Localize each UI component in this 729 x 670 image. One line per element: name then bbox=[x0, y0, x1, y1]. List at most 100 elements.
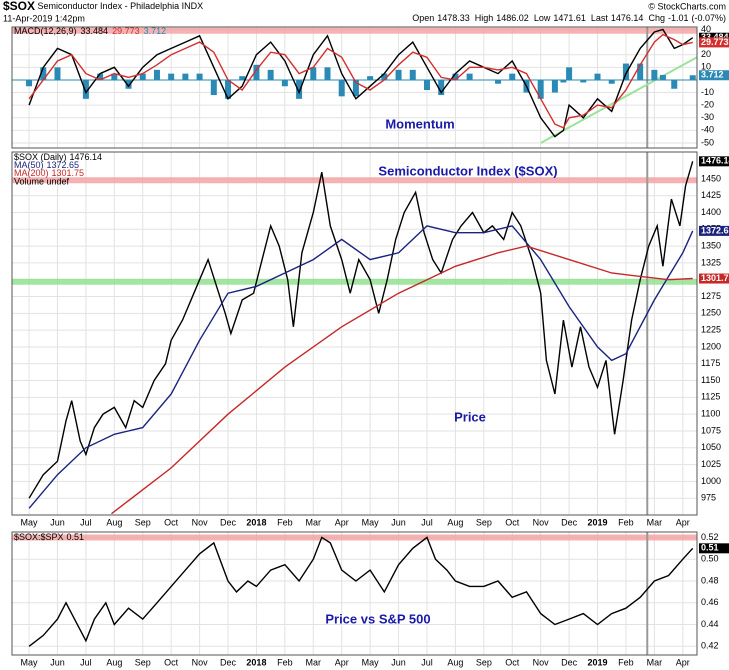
legend-name: $SOX:$SPX bbox=[14, 532, 64, 542]
histogram-bar bbox=[97, 73, 104, 80]
series-line bbox=[28, 161, 694, 499]
legend-value: 33.484 bbox=[81, 26, 109, 36]
last-value-box bbox=[699, 273, 729, 284]
copyright: © StockCharts.com bbox=[648, 1, 726, 11]
x-tick-label: Apr bbox=[676, 657, 690, 667]
legend-entry: MA(200) 1301.75 bbox=[14, 168, 84, 178]
histogram-bar bbox=[225, 79, 232, 99]
last-value-box bbox=[699, 37, 729, 48]
panel bbox=[12, 532, 697, 655]
y-tick-label: -20 bbox=[701, 100, 714, 110]
histogram-bar bbox=[381, 73, 388, 80]
panel-border bbox=[11, 531, 698, 656]
y-tick-label: 1125 bbox=[701, 392, 720, 402]
legend-extra: Volume undef bbox=[14, 176, 70, 186]
series-line bbox=[111, 245, 693, 515]
x-tick-label: May bbox=[362, 657, 380, 667]
histogram-bar bbox=[26, 79, 33, 87]
y-tick-label: 1000 bbox=[701, 476, 721, 486]
series-line bbox=[28, 225, 694, 509]
annotation: Momentum bbox=[385, 116, 454, 131]
y-tick-label: 1075 bbox=[701, 425, 721, 435]
legend-value: 3.712 bbox=[144, 26, 167, 36]
x-tick-label: Oct bbox=[164, 517, 179, 527]
quote: Open 1478.33 High 1486.02 Low 1471.61 Last 1476… bbox=[412, 13, 726, 23]
histogram-bar bbox=[239, 76, 246, 80]
header: $SOX Semiconductor Index - Philadelphia … bbox=[3, 0, 203, 13]
histogram-bar bbox=[689, 75, 696, 80]
legend-indicator: MACD(12,26,9) bbox=[14, 26, 77, 36]
histogram-bar bbox=[125, 79, 132, 89]
x-tick-label: Feb bbox=[277, 657, 293, 667]
quote-label: High bbox=[475, 13, 494, 23]
y-tick-label: 1250 bbox=[701, 308, 721, 318]
y-tick-label: 10 bbox=[701, 62, 711, 72]
last-value-box bbox=[699, 156, 729, 167]
panel bbox=[12, 152, 697, 515]
histogram-bar bbox=[267, 69, 274, 80]
histogram-bar bbox=[671, 79, 678, 89]
x-tick-label: Jul bbox=[80, 657, 92, 667]
x-tick-label: Jun bbox=[391, 517, 406, 527]
date: 11-Apr-2019 1:42pm bbox=[3, 13, 85, 23]
histogram-bar bbox=[594, 73, 601, 80]
histogram-bar bbox=[310, 67, 317, 80]
legend-entry: MA(50) 1372.65 bbox=[14, 160, 79, 170]
legend-value: 1372.65 bbox=[47, 160, 80, 170]
x-tick-label: Oct bbox=[505, 517, 520, 527]
y-tick-label: -50 bbox=[701, 137, 714, 147]
x-tick-label: Jul bbox=[421, 657, 433, 667]
last-value-label: 29.773 bbox=[701, 37, 729, 47]
y-tick-label: 1400 bbox=[701, 207, 721, 217]
x-tick-label: May bbox=[21, 657, 39, 667]
y-tick-label: 0.44 bbox=[701, 619, 719, 629]
x-tick-label: Jun bbox=[50, 657, 65, 667]
histogram-bar bbox=[111, 73, 118, 80]
x-tick-label: Mar bbox=[647, 657, 663, 667]
series-line bbox=[28, 536, 694, 647]
y-tick-label: 1200 bbox=[701, 341, 721, 351]
quote-label: Open bbox=[412, 13, 434, 23]
legend-entry: $SOX (Daily) 1476.14 bbox=[14, 152, 102, 162]
trendline bbox=[540, 56, 697, 144]
y-tick-label: 1350 bbox=[701, 240, 721, 250]
y-tick-label: 1175 bbox=[701, 358, 720, 368]
last-value-box bbox=[699, 225, 729, 236]
legend-value: 1301.75 bbox=[52, 168, 85, 178]
last-value-box bbox=[699, 543, 729, 554]
y-tick-label: 0.42 bbox=[701, 641, 719, 651]
annotation: Price bbox=[454, 409, 486, 424]
histogram-bar bbox=[153, 69, 160, 80]
x-tick-label: 2019 bbox=[588, 517, 608, 527]
histogram-bar bbox=[40, 67, 47, 80]
histogram-bar bbox=[580, 79, 587, 83]
x-tick-label: Mar bbox=[306, 657, 322, 667]
panel bbox=[12, 27, 697, 148]
legend-value: 0.51 bbox=[67, 532, 85, 542]
quote-label: Last bbox=[591, 13, 609, 23]
histogram-bar bbox=[423, 79, 430, 91]
y-tick-label: 1425 bbox=[701, 190, 721, 200]
legend-entry: $SOX:$SPX 0.51 bbox=[14, 532, 84, 542]
symbol: $SOX bbox=[3, 0, 35, 13]
last-value-label: 0.51 bbox=[701, 543, 719, 553]
y-tick-label: -10 bbox=[701, 87, 714, 97]
histogram-bar bbox=[409, 69, 416, 80]
panel-border bbox=[11, 151, 698, 516]
y-tick-label: 40 bbox=[701, 24, 711, 34]
x-tick-label: Nov bbox=[533, 517, 550, 527]
quote-value: 1476.14 bbox=[611, 13, 644, 23]
x-tick-label: Feb bbox=[618, 517, 634, 527]
legend: MACD(12,26,9) 33.484 29.773 3.712 bbox=[14, 26, 166, 36]
legend-name: MA(50) bbox=[14, 160, 44, 170]
histogram-bar bbox=[608, 79, 615, 84]
x-tick-label: 2018 bbox=[246, 517, 266, 527]
x-tick-label: 2019 bbox=[588, 657, 608, 667]
y-tick-label: 0.50 bbox=[701, 554, 719, 564]
histogram-bar bbox=[352, 79, 359, 97]
x-tick-label: Sep bbox=[135, 517, 151, 527]
x-tick-label: Nov bbox=[192, 517, 209, 527]
x-tick-label: Dec bbox=[220, 517, 237, 527]
histogram-bar bbox=[637, 63, 644, 80]
